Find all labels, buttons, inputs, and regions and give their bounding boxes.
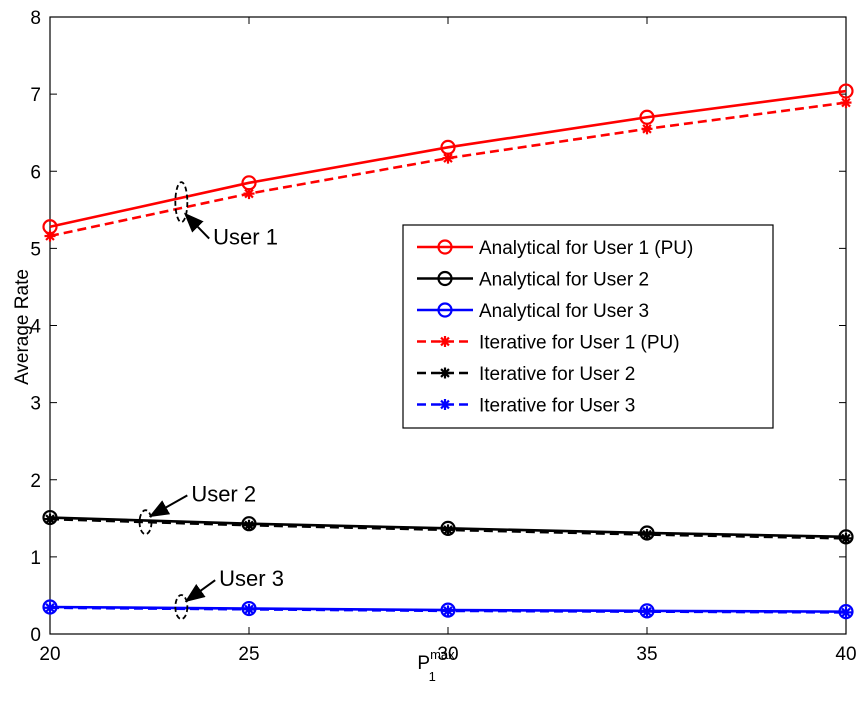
legend-label: Analytical for User 1 (PU): [479, 238, 693, 259]
series-line: [49, 101, 847, 238]
annotation-label: User 2: [191, 481, 256, 506]
annotations: User 1 User 2 User 3: [138, 181, 284, 620]
legend: Analytical for User 1 (PU) Analytical for…: [402, 224, 774, 429]
annotation-ellipse: [138, 509, 153, 536]
y-axis-label: Average Rate: [12, 269, 33, 385]
y-tick-label: 4: [30, 317, 41, 338]
x-tick-label: 25: [238, 644, 259, 665]
axis-ticks: 0 1 2 3 4 5 6 7 8 20 25 30 35 40: [30, 8, 856, 665]
y-tick-label: 0: [30, 625, 41, 646]
annotation-ellipse: [174, 181, 189, 224]
circle-marker: [440, 139, 456, 155]
x-axis-label-base: P: [417, 653, 430, 674]
x-axis-label-superscript: max: [430, 647, 455, 662]
circle-marker: [241, 600, 257, 617]
circle-marker: [838, 529, 854, 545]
circle-marker: [437, 302, 453, 318]
y-tick-label: 3: [30, 394, 41, 415]
star-marker: [243, 519, 255, 531]
y-tick-label: 2: [30, 471, 41, 492]
circle-marker: [639, 603, 655, 619]
legend-label: Analytical for User 3: [479, 301, 649, 322]
x-tick-label: 35: [636, 644, 657, 665]
circle-marker: [838, 83, 854, 99]
legend-entry: Iterative for User 2: [417, 364, 635, 385]
circle-marker: [437, 239, 453, 255]
y-tick-label: 1: [30, 548, 41, 569]
legend-label: Iterative for User 2: [479, 364, 635, 385]
legend-label: Analytical for User 2: [479, 270, 649, 291]
x-axis-label-subscript: 1: [429, 669, 436, 684]
legend-entry: Analytical for User 1 (PU): [417, 238, 693, 259]
y-tick-label: 6: [30, 162, 41, 183]
annotation-ellipse: [174, 594, 189, 620]
star-marker: [840, 97, 852, 109]
star-marker: [439, 367, 451, 379]
series-line: [49, 516, 847, 539]
legend-label: Iterative for User 1 (PU): [479, 333, 680, 354]
circle-marker: [440, 602, 456, 618]
legend-entry: Iterative for User 1 (PU): [417, 333, 680, 354]
x-tick-label: 20: [39, 644, 60, 665]
circle-marker: [838, 604, 854, 620]
legend-entry: Analytical for User 3: [417, 301, 649, 322]
circle-marker: [42, 509, 58, 526]
y-tick-label: 8: [30, 8, 41, 29]
circle-marker: [639, 525, 655, 541]
circle-marker: [42, 599, 58, 615]
star-marker: [439, 336, 451, 347]
star-marker: [641, 123, 653, 135]
annotation-label: User 3: [219, 566, 284, 591]
legend-label: Iterative for User 3: [479, 396, 635, 417]
y-tick-label: 7: [30, 85, 41, 106]
series-line: [49, 605, 847, 613]
annotation-arrow: [148, 494, 188, 518]
legend-entry: Analytical for User 2: [417, 270, 649, 291]
series-line: [49, 89, 847, 229]
circle-marker: [639, 109, 655, 125]
x-tick-label: 40: [835, 644, 856, 665]
annotation-arrow: [184, 579, 216, 603]
star-marker: [840, 606, 852, 618]
circle-marker: [437, 270, 453, 287]
circle-marker: [241, 175, 257, 191]
legend-box: [402, 224, 774, 429]
annotation-arrow: [183, 212, 210, 240]
y-tick-label: 5: [30, 239, 41, 260]
legend-entry: Iterative for User 3: [417, 396, 635, 417]
circle-marker: [440, 520, 456, 536]
series-lines: [42, 83, 854, 620]
annotation-label: User 1: [213, 225, 278, 250]
circle-marker: [241, 516, 257, 532]
x-tick-label: 30: [437, 644, 458, 665]
circle-marker: [42, 219, 58, 235]
star-marker: [439, 399, 451, 410]
x-axis-label: Pmax 1: [417, 647, 455, 684]
